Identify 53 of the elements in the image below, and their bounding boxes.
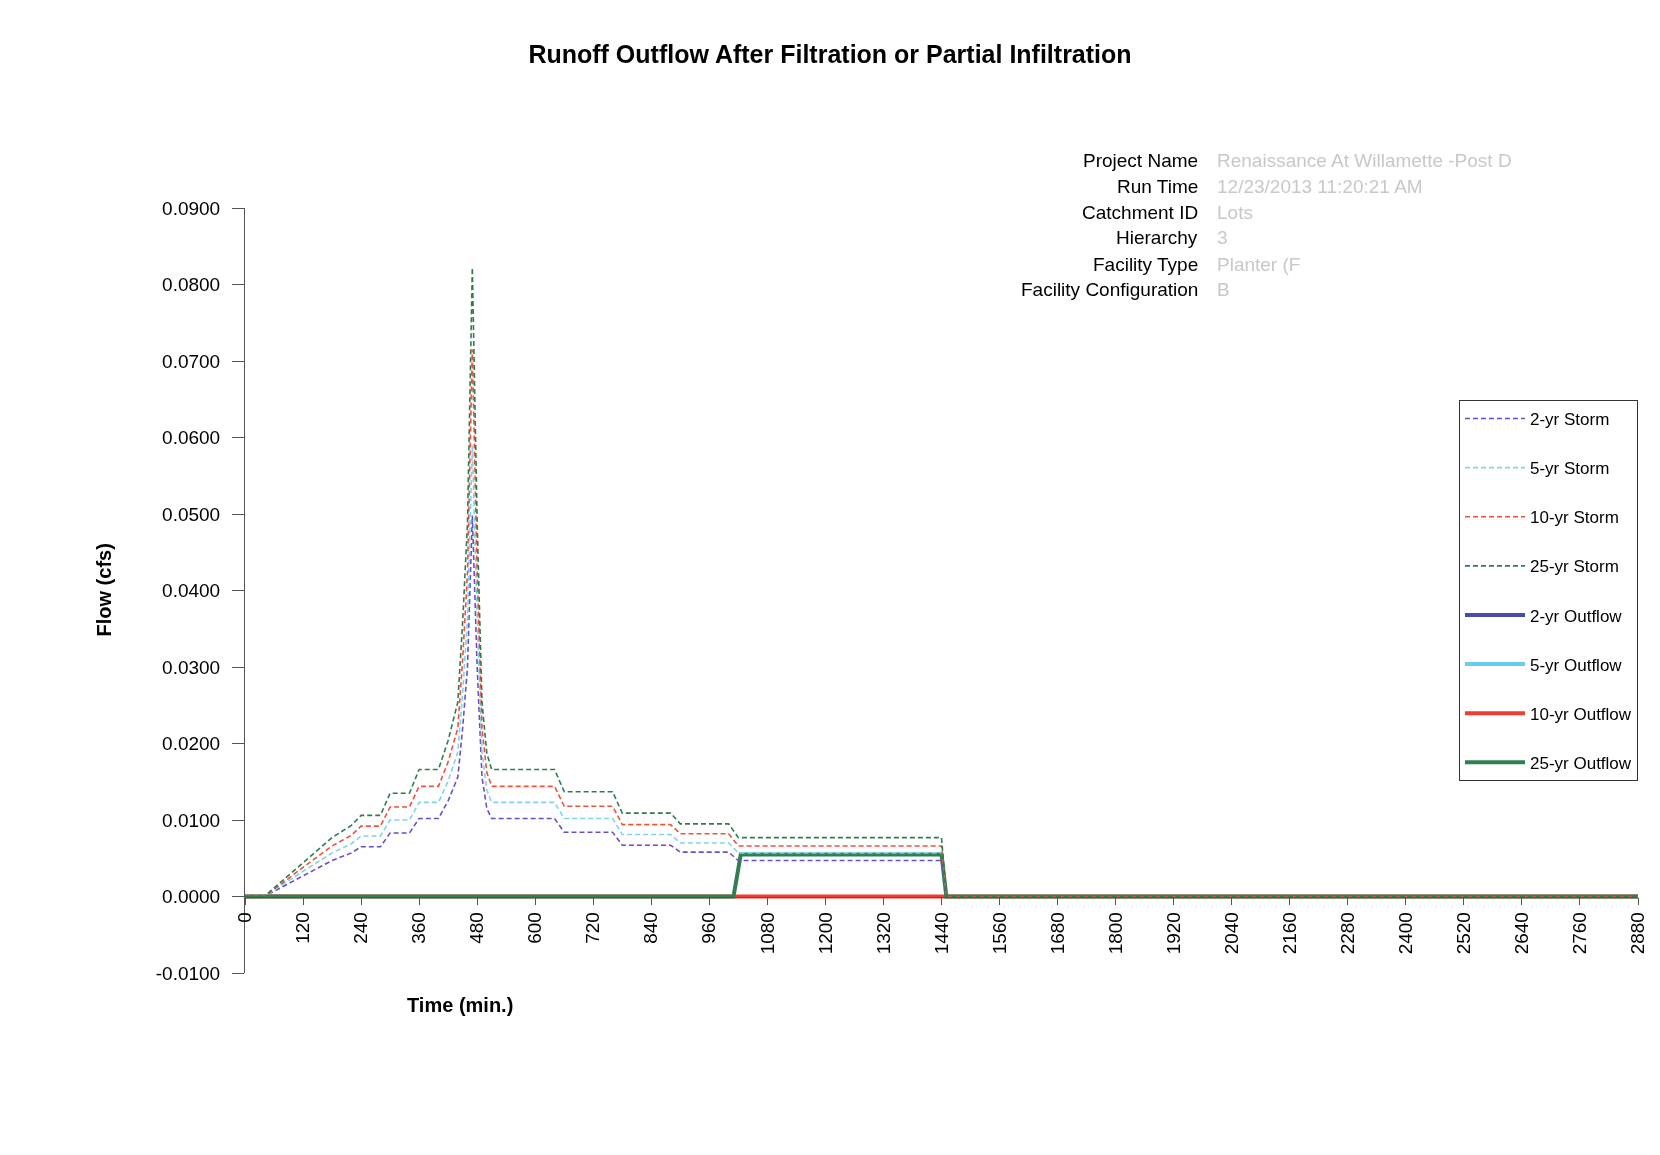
x-tick-label: 240 — [350, 912, 372, 944]
x-tick-label: 1440 — [930, 912, 952, 955]
legend-label: 5-yr Storm — [1530, 459, 1610, 479]
annotation: Facility Type — [1093, 254, 1199, 275]
y-tick-label: 0.0000 — [162, 886, 221, 908]
x-tick-label: 360 — [408, 912, 430, 944]
x-tick-label: 2640 — [1511, 912, 1533, 955]
y-tick-label: 0.0800 — [162, 274, 221, 296]
annotation: Catchment ID — [1082, 202, 1199, 223]
y-tick-label: 0.0900 — [162, 197, 221, 219]
y-axis-title: Flow (cfs) — [92, 543, 115, 637]
x-tick-label: 1680 — [1046, 912, 1068, 955]
annotation: Hierarchy — [1116, 227, 1198, 248]
legend-label: 25-yr Storm — [1530, 557, 1619, 577]
x-tick-label: 2280 — [1336, 912, 1358, 955]
x-tick-label: 1080 — [756, 912, 778, 955]
annotation: Facility Configuration — [1021, 279, 1199, 300]
y-tick-label: -0.0100 — [155, 962, 221, 984]
x-tick-label: 840 — [640, 912, 662, 944]
legend-label: 2-yr Storm — [1530, 410, 1610, 430]
y-tick-label: 0.0300 — [162, 656, 221, 678]
chart-title: Runoff Outflow After Filtration or Partial Infiltration — [528, 39, 1132, 68]
x-tick-label: 2520 — [1453, 912, 1475, 955]
x-tick-label: 1920 — [1162, 912, 1184, 955]
x-tick-label: 600 — [524, 912, 546, 944]
x-tick-label: 120 — [292, 912, 314, 944]
x-tick-label: 0 — [234, 912, 256, 923]
legend-label: 5-yr Outflow — [1530, 655, 1623, 675]
x-tick-label: 1560 — [988, 912, 1010, 955]
y-tick-label: 0.0100 — [162, 809, 221, 831]
legend-label: 10-yr Outflow — [1530, 704, 1632, 724]
legend-label: 10-yr Storm — [1530, 508, 1619, 528]
x-tick-label: 2400 — [1395, 912, 1417, 955]
y-tick-label: 0.0600 — [162, 427, 221, 449]
text: Run Time — [1117, 176, 1199, 197]
y-tick-label: 0.0500 — [162, 503, 221, 525]
x-tick-label: 2040 — [1220, 912, 1242, 955]
x-tick-label: 1320 — [872, 912, 894, 955]
x-tick-label: 720 — [582, 912, 604, 944]
x-tick-label: 2160 — [1278, 912, 1300, 955]
x-tick-label: 1800 — [1104, 912, 1126, 955]
x-tick-label: 2760 — [1569, 912, 1591, 955]
x-tick-label: 960 — [698, 912, 720, 944]
y-tick-label: 0.0400 — [162, 580, 221, 602]
legend-label: 25-yr Outflow — [1530, 753, 1632, 773]
text: Project Name — [1083, 150, 1199, 171]
x-axis-title: Time (min.) — [407, 994, 514, 1016]
legend-label: 2-yr Outflow — [1530, 606, 1623, 626]
x-tick-label: 480 — [466, 912, 488, 944]
x-tick-label: 1200 — [814, 912, 836, 955]
x-tick-label: 2880 — [1627, 912, 1649, 955]
y-tick-label: 0.0700 — [162, 350, 221, 372]
y-tick-label: 0.0200 — [162, 733, 221, 755]
